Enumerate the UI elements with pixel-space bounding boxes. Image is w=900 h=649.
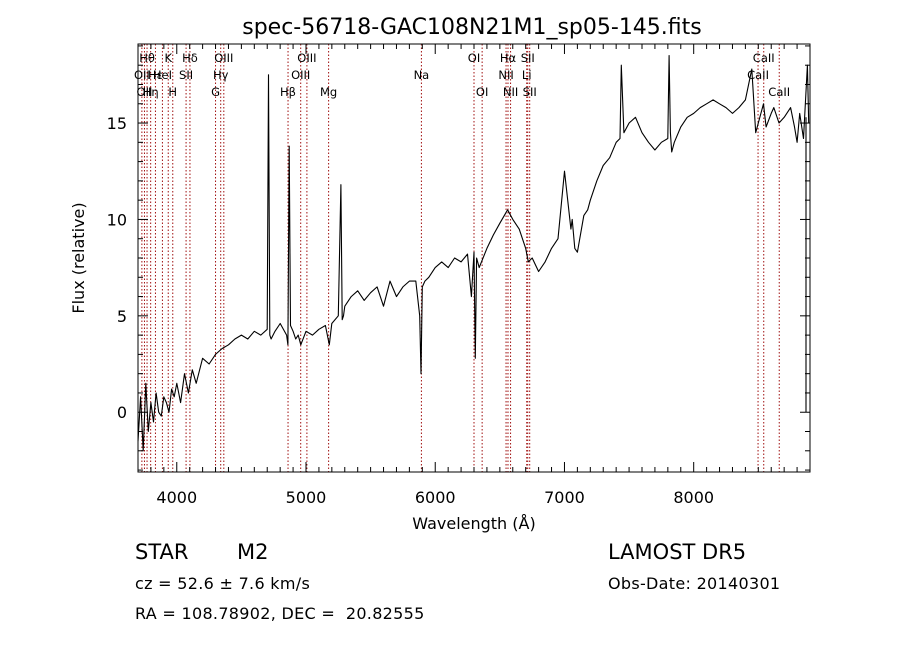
line-label: NII [503,85,518,99]
x-tick-label: 5000 [286,488,327,507]
x-axis-ticks: 4000 5000 6000 7000 8000 [137,44,811,507]
line-label: CaII [753,51,775,65]
spectral-line-labels: OIIOIIHθHηHεHeIKHSIIHδGHγOIIIHβOIIIOIIIM… [134,51,790,99]
line-label: Na [414,68,430,82]
line-label: Hγ [213,68,229,82]
y-axis-label: Flux (relative) [69,202,88,313]
survey-name: LAMOST DR5 [608,540,747,564]
x-tick-label: 4000 [156,488,197,507]
line-label: Li [522,68,532,82]
line-label: SII [521,51,535,65]
line-label: Hε [148,68,163,82]
x-tick-label: 8000 [673,488,714,507]
line-label: OIII [297,51,316,65]
line-label: G [211,85,220,99]
line-label: OI [476,85,488,99]
x-tick-label: 6000 [415,488,456,507]
line-label: Hη [143,85,159,99]
x-tick-label: 7000 [544,488,585,507]
coordinates: RA = 108.78902, DEC = 20.82555 [135,604,425,623]
line-label: SII [523,85,537,99]
chart-title: spec-56718-GAC108N21M1_sp05-145.fits [242,15,702,40]
observation-date: Obs-Date: 20140301 [608,574,781,593]
line-label: OII [137,85,153,99]
y-axis-ticks: 0 5 10 15 [107,45,810,471]
line-label: K [164,51,172,65]
line-label: OI [468,51,480,65]
line-label: OIII [214,51,233,65]
y-tick-label: 10 [107,210,127,229]
line-label: Hδ [182,51,198,65]
line-label: Hα [500,51,517,65]
redshift-velocity: cz = 52.6 ± 7.6 km/s [135,574,311,593]
spectrum-series [137,55,810,452]
y-tick-label: 5 [117,307,127,326]
spectral-line-markers [141,44,780,472]
line-label: SII [179,68,193,82]
object-subclass: M2 [237,540,269,564]
line-label: HeI [153,68,172,82]
y-tick-label: 15 [107,114,127,133]
line-label: OIII [291,68,310,82]
line-label: Mg [320,85,337,99]
y-tick-label: 0 [117,403,127,422]
line-label: CaII [768,85,790,99]
x-axis-label: Wavelength (Å) [412,514,535,533]
line-label: Hθ [139,51,155,65]
line-label: Hβ [280,85,296,99]
spectrum-line [137,55,810,452]
line-label: NII [498,68,513,82]
line-label: H [168,85,177,99]
object-class: STAR [135,540,189,564]
